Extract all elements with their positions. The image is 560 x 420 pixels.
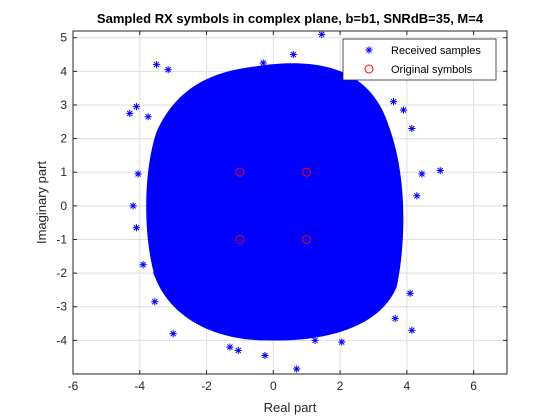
received-sample-point	[413, 192, 421, 200]
received-sample-point	[261, 351, 269, 360]
received-sample-point	[132, 224, 141, 232]
legend-entry-received-samples: Received samples	[391, 45, 481, 57]
x-tick-label: -6	[68, 379, 79, 393]
legend: Received samples Original symbols	[342, 38, 497, 81]
x-tick-label: 0	[270, 379, 277, 393]
received-sample-point	[169, 330, 177, 338]
x-tick-label: 2	[337, 379, 344, 393]
received-sample-point	[129, 202, 137, 210]
received-sample-point	[132, 103, 141, 111]
received-sample-point	[152, 269, 161, 277]
axis-ticks: -6 -4 -2 0 2 4 6 -4 -3 -2 -1 0 1 2 3 4 5	[56, 31, 507, 393]
y-axis-label: Imaginary part	[34, 161, 49, 244]
legend-marker-original-symbols	[364, 64, 374, 74]
received-sample-point	[391, 314, 399, 323]
received-sample-point	[144, 113, 152, 121]
legend-entry-original-symbols: Original symbols	[391, 64, 473, 76]
received-sample-point	[226, 343, 234, 351]
x-axis-label: Real part	[264, 400, 317, 415]
received-sample-point	[139, 261, 147, 269]
plot-area-frame	[72, 30, 508, 375]
y-tick-label: 0	[60, 199, 67, 213]
original-symbol-point	[302, 167, 312, 177]
received-sample-point	[311, 336, 319, 344]
received-sample-point	[263, 67, 271, 75]
y-tick-label: -4	[56, 333, 67, 347]
x-tick-label: -2	[201, 379, 212, 393]
received-sample-point	[408, 124, 416, 133]
original-symbol-point	[302, 234, 312, 244]
legend-marker-received-samples	[365, 46, 373, 54]
y-tick-label: -3	[56, 300, 67, 314]
received-sample-point	[126, 109, 134, 117]
x-tick-label: 4	[404, 379, 411, 393]
received-sample-point	[152, 61, 161, 69]
received-sample-point	[259, 59, 267, 67]
original-symbol-point	[235, 167, 245, 177]
received-sample-point	[389, 98, 398, 106]
received-samples-dense-cloud	[146, 63, 404, 341]
x-tick-label: -4	[134, 379, 145, 393]
received-sample-point	[399, 106, 408, 114]
chart-title: Sampled RX symbols in complex plane, b=b…	[97, 11, 484, 26]
received-sample-point	[406, 289, 414, 297]
data-points	[126, 30, 444, 373]
y-tick-label: -1	[56, 232, 67, 246]
x-tick-label: 6	[470, 379, 477, 393]
sample-cloud	[146, 63, 404, 341]
received-sample-point	[408, 326, 416, 334]
received-sample-point	[289, 50, 297, 59]
original-symbol-point	[235, 234, 245, 244]
received-sample-point	[338, 338, 346, 346]
received-sample-point	[134, 170, 142, 178]
received-sample-point	[234, 346, 242, 355]
received-sample-point	[293, 365, 301, 373]
received-sample-point	[151, 298, 159, 306]
received-sample-point	[318, 30, 326, 38]
y-tick-label: 3	[60, 98, 67, 112]
y-tick-label: 5	[60, 31, 67, 45]
received-sample-point	[164, 66, 172, 74]
y-tick-label: -2	[56, 266, 67, 280]
received-sample-point	[436, 166, 444, 175]
y-tick-label: 2	[60, 132, 67, 146]
y-tick-label: 4	[60, 64, 67, 78]
received-sample-point	[418, 170, 426, 178]
y-tick-label: 1	[60, 165, 67, 179]
